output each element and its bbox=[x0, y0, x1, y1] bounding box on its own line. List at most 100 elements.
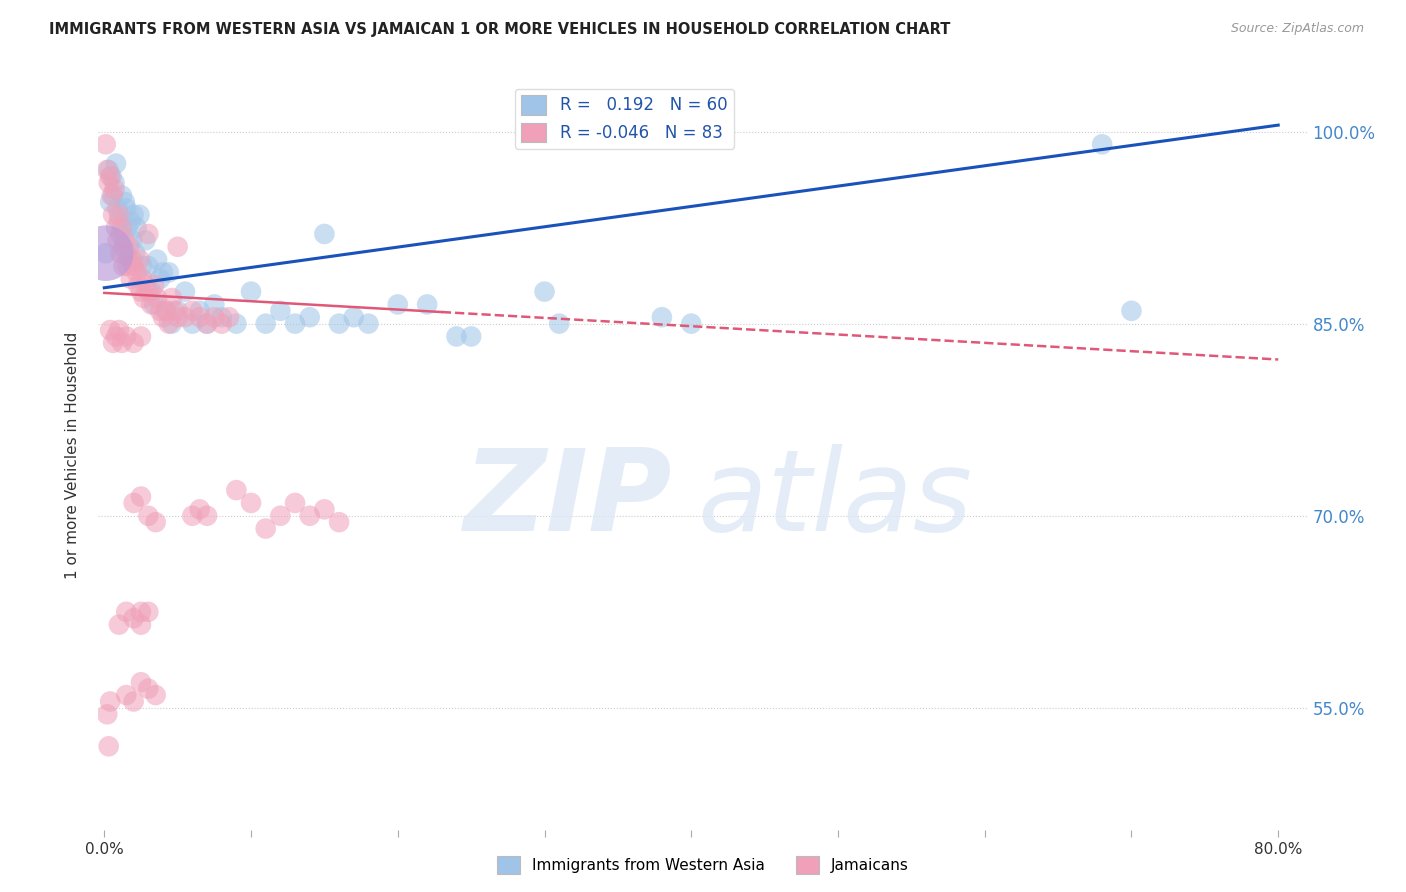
Point bbox=[254, 317, 277, 331]
Point bbox=[129, 490, 152, 504]
Point bbox=[145, 515, 167, 529]
Point bbox=[131, 272, 153, 286]
Point bbox=[117, 259, 139, 273]
Point bbox=[188, 502, 211, 516]
Point bbox=[98, 169, 121, 184]
Point bbox=[111, 188, 134, 202]
Point bbox=[100, 188, 122, 202]
Point bbox=[136, 227, 159, 241]
Point bbox=[174, 310, 197, 325]
Point bbox=[115, 605, 138, 619]
Point bbox=[108, 323, 131, 337]
Y-axis label: 1 or more Vehicles in Household: 1 or more Vehicles in Household bbox=[65, 331, 80, 579]
Point bbox=[166, 310, 188, 325]
Point bbox=[181, 317, 204, 331]
Point bbox=[107, 202, 129, 216]
Point bbox=[125, 220, 148, 235]
Point bbox=[129, 675, 152, 690]
Point bbox=[108, 208, 131, 222]
Point bbox=[110, 246, 132, 260]
Point bbox=[111, 335, 134, 350]
Point bbox=[152, 310, 174, 325]
Point bbox=[387, 297, 409, 311]
Text: 0.0%: 0.0% bbox=[84, 842, 124, 857]
Point bbox=[97, 176, 120, 190]
Point bbox=[103, 176, 125, 190]
Point bbox=[98, 694, 121, 708]
Point bbox=[128, 252, 150, 267]
Point bbox=[114, 233, 136, 247]
Point bbox=[112, 240, 135, 254]
Point bbox=[122, 611, 145, 625]
Point bbox=[121, 252, 143, 267]
Point bbox=[1091, 137, 1114, 152]
Point bbox=[129, 617, 152, 632]
Point bbox=[328, 317, 350, 331]
Point bbox=[98, 194, 121, 209]
Point bbox=[107, 233, 129, 247]
Point bbox=[114, 194, 136, 209]
Point bbox=[143, 278, 166, 293]
Point bbox=[211, 317, 233, 331]
Point bbox=[166, 303, 188, 318]
Point bbox=[124, 246, 146, 260]
Point bbox=[163, 303, 186, 318]
Point bbox=[145, 688, 167, 702]
Point bbox=[115, 688, 138, 702]
Point bbox=[284, 496, 307, 510]
Point bbox=[681, 317, 703, 331]
Point bbox=[298, 310, 321, 325]
Point bbox=[111, 220, 134, 235]
Point bbox=[118, 240, 141, 254]
Point bbox=[131, 259, 153, 273]
Point bbox=[97, 163, 120, 178]
Point bbox=[195, 508, 218, 523]
Point bbox=[94, 246, 117, 260]
Point bbox=[146, 291, 169, 305]
Point bbox=[134, 278, 156, 293]
Point bbox=[416, 297, 439, 311]
Text: Source: ZipAtlas.com: Source: ZipAtlas.com bbox=[1230, 22, 1364, 36]
Point bbox=[149, 272, 172, 286]
Text: ZIP: ZIP bbox=[464, 444, 672, 556]
Point bbox=[174, 285, 197, 299]
Point bbox=[96, 707, 118, 722]
Point bbox=[155, 303, 177, 318]
Point bbox=[105, 329, 128, 343]
Point bbox=[136, 605, 159, 619]
Point bbox=[240, 496, 263, 510]
Point bbox=[143, 297, 166, 311]
Point bbox=[160, 291, 183, 305]
Point bbox=[651, 310, 673, 325]
Point bbox=[240, 285, 263, 299]
Point bbox=[298, 508, 321, 523]
Point bbox=[141, 297, 163, 311]
Text: atlas: atlas bbox=[697, 444, 972, 556]
Point bbox=[97, 739, 120, 754]
Point bbox=[94, 246, 117, 260]
Point bbox=[314, 502, 336, 516]
Point bbox=[132, 291, 155, 305]
Point bbox=[157, 265, 180, 279]
Point bbox=[101, 188, 124, 202]
Point bbox=[121, 233, 143, 247]
Point bbox=[141, 285, 163, 299]
Point bbox=[181, 303, 204, 318]
Point bbox=[136, 285, 159, 299]
Point bbox=[157, 317, 180, 331]
Point bbox=[108, 214, 131, 228]
Point bbox=[122, 335, 145, 350]
Point bbox=[155, 303, 177, 318]
Point bbox=[149, 303, 172, 318]
Point bbox=[136, 259, 159, 273]
Point bbox=[357, 317, 380, 331]
Point bbox=[548, 317, 571, 331]
Text: 80.0%: 80.0% bbox=[1254, 842, 1302, 857]
Point bbox=[195, 317, 218, 331]
Point bbox=[129, 285, 152, 299]
Point bbox=[1121, 303, 1143, 318]
Legend: Immigrants from Western Asia, Jamaicans: Immigrants from Western Asia, Jamaicans bbox=[491, 850, 915, 880]
Point bbox=[136, 508, 159, 523]
Point bbox=[94, 137, 117, 152]
Point bbox=[122, 694, 145, 708]
